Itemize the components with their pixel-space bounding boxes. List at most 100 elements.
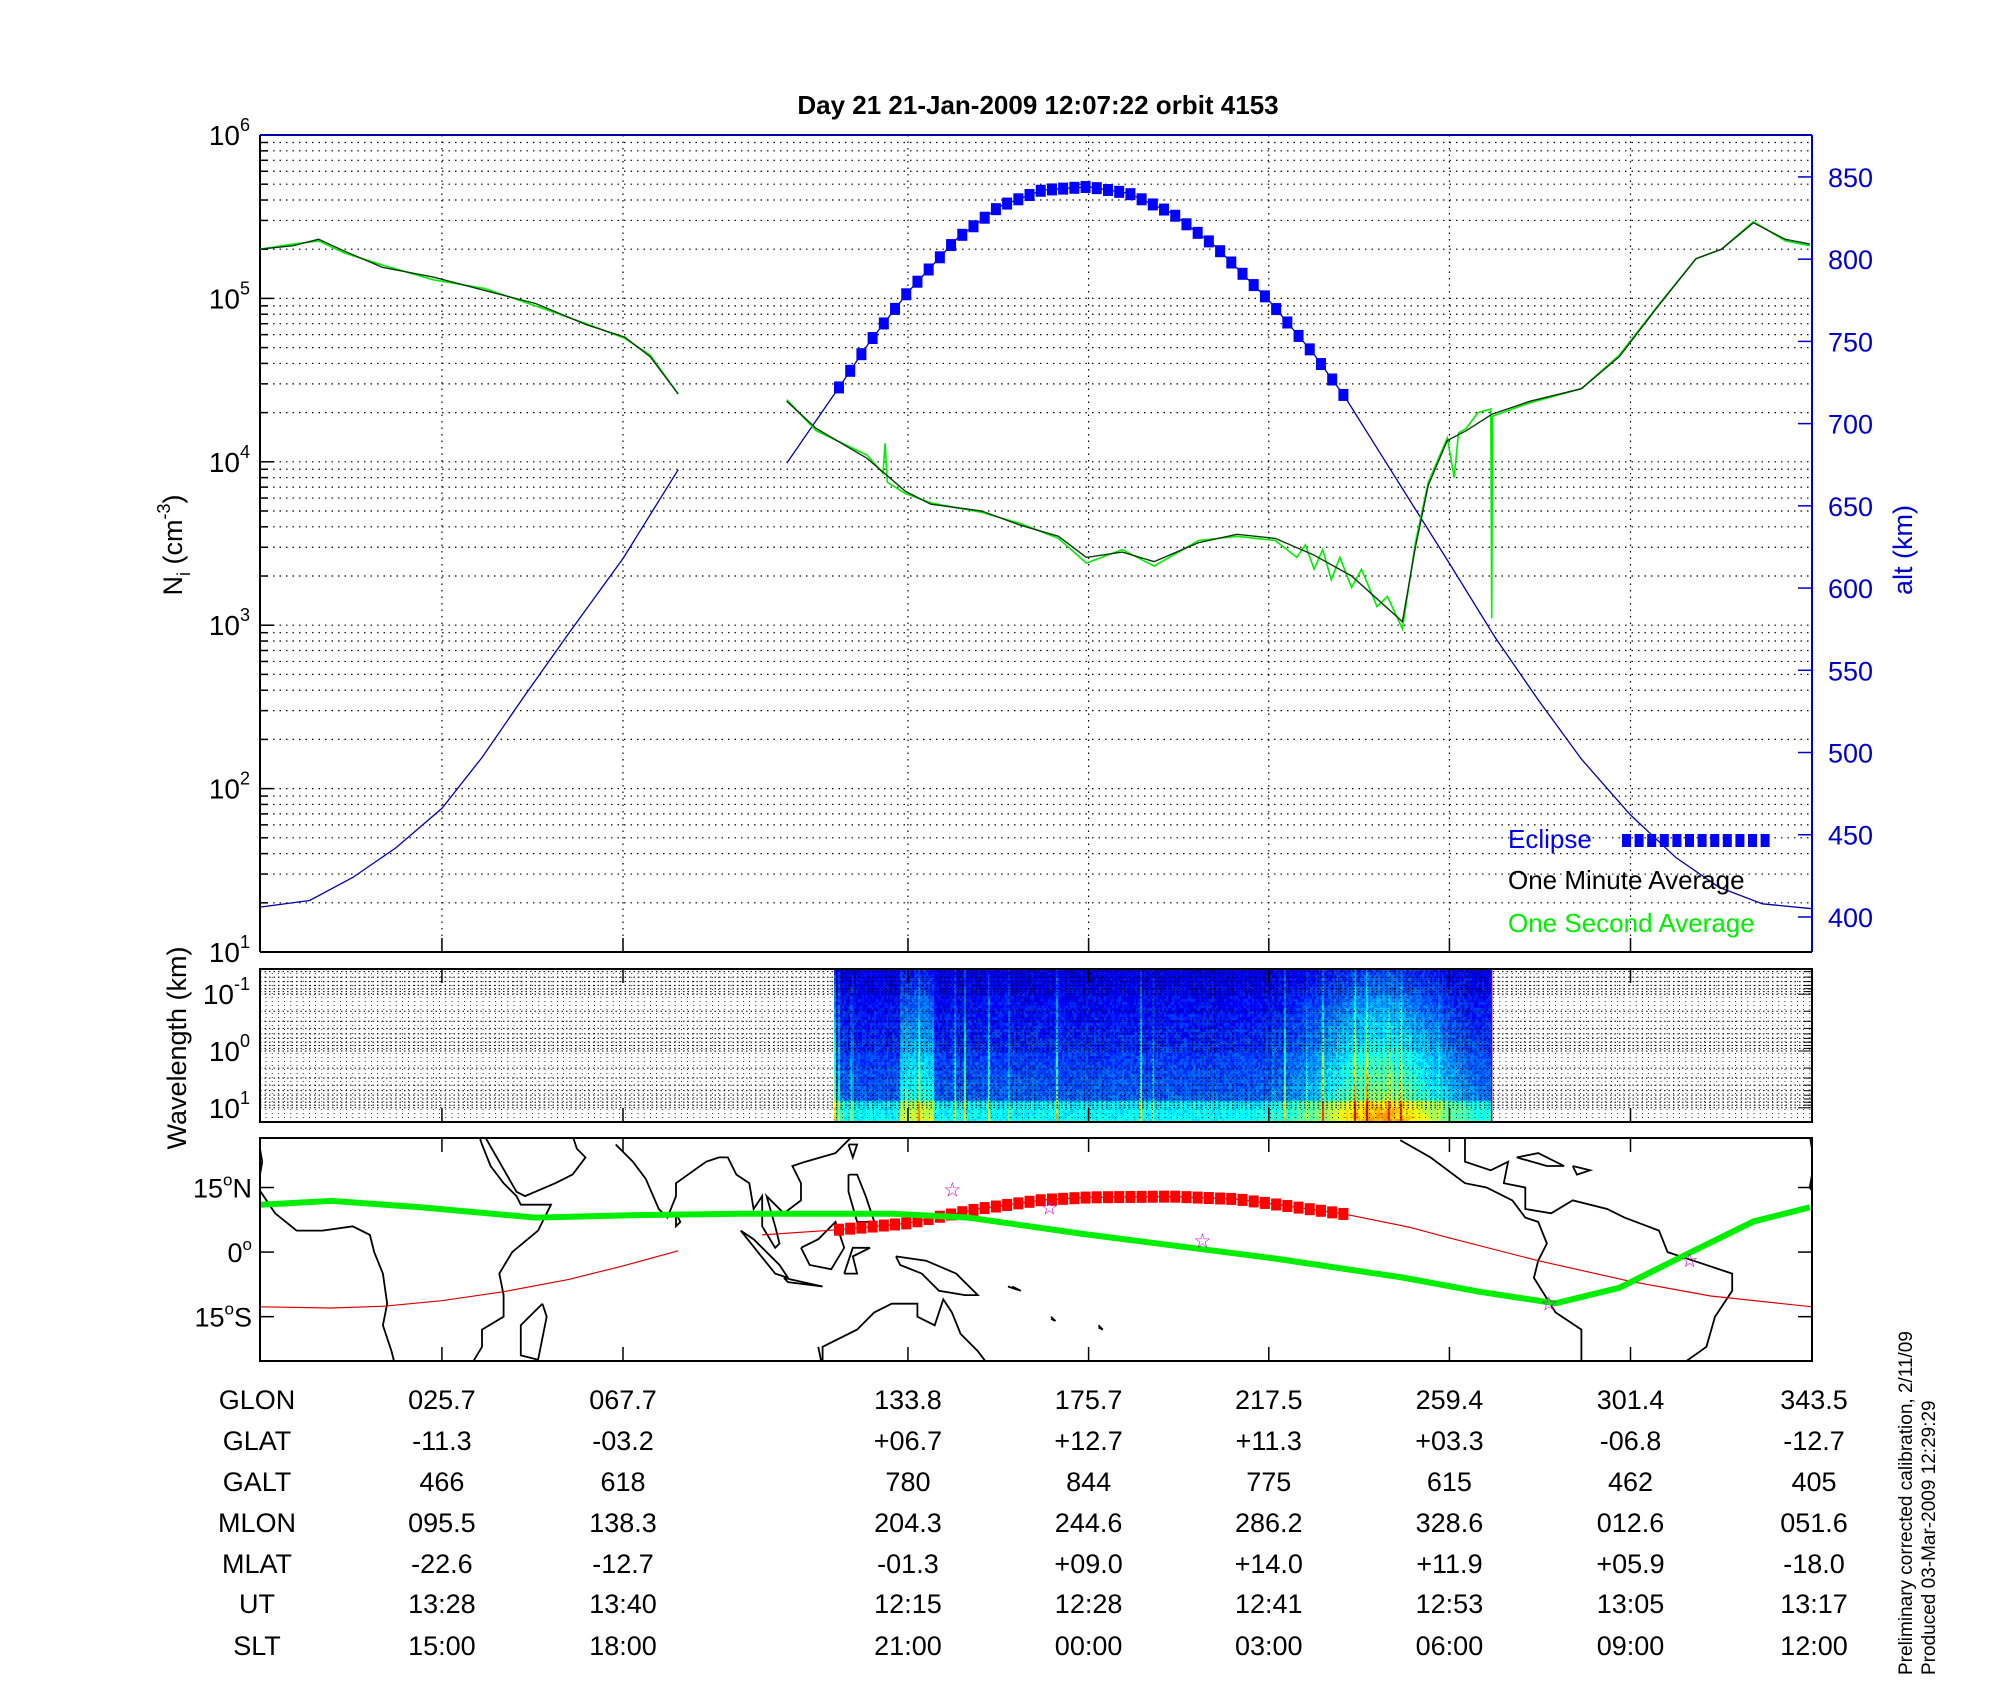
orbit-parameter-table: GLON 025.7 067.7 133.8 175.7 217.5 259.4 301.4 3…: [218, 1385, 1848, 1661]
coastline: [1097, 1324, 1104, 1331]
y2-tick-label: 700: [1828, 410, 1873, 440]
eclipse-marker: [1080, 181, 1091, 194]
table-cell: 012.6: [1597, 1508, 1665, 1538]
eclipse-marker: [1170, 209, 1181, 222]
one-minute-average-line: [259, 238, 679, 395]
y-tick-label: 101: [209, 932, 250, 968]
legend-eclipse-marker: [1748, 834, 1757, 847]
legend-eclipse-marker: [1647, 834, 1657, 847]
table-cell: 13:40: [589, 1589, 657, 1619]
table-cell: -11.3: [412, 1426, 472, 1456]
lat-value: 15: [193, 1174, 223, 1204]
eclipse-marker: [934, 251, 945, 264]
lat-value: 0: [228, 1238, 243, 1268]
altitude-line: [259, 469, 679, 908]
star-marker-icon: ☆: [1681, 1250, 1699, 1272]
coastline: [739, 1229, 791, 1280]
coastline: [1050, 1316, 1057, 1322]
table-cell: 00:00: [1055, 1631, 1123, 1661]
eclipse-track-marker: [1237, 1193, 1248, 1206]
y2-tick-label: 650: [1828, 492, 1873, 522]
table-cell: 21:00: [874, 1631, 942, 1661]
degree-sign: o: [243, 1235, 252, 1254]
table-cell: +12.7: [1054, 1426, 1122, 1456]
row-label-glat: GLAT: [223, 1426, 292, 1456]
eclipse-marker: [1226, 256, 1237, 269]
one-second-average-line: [259, 240, 679, 395]
lat-value: 15: [194, 1303, 224, 1333]
coastline: [817, 1297, 987, 1361]
eclipse-track-marker: [867, 1220, 878, 1233]
y2-tick-label: 800: [1828, 245, 1873, 275]
eclipse-marker: [1237, 267, 1248, 280]
eclipse-track-marker: [901, 1217, 912, 1230]
coastline: [1571, 1165, 1594, 1176]
table-cell: 286.2: [1235, 1508, 1303, 1538]
y2-tick-label: 850: [1828, 163, 1873, 193]
eclipse-marker: [1259, 290, 1270, 303]
y2-tick-label: 750: [1828, 327, 1873, 357]
eclipse-track-marker: [912, 1215, 923, 1228]
eclipse-marker: [901, 288, 912, 301]
eclipse-marker: [1002, 197, 1013, 210]
one-minute-average-line: [786, 221, 1810, 624]
tick-exponent: 1: [240, 1088, 250, 1108]
tick-base: 10: [209, 447, 240, 478]
degree-sign: o: [225, 1300, 234, 1319]
y2-tick-label: 400: [1828, 903, 1873, 933]
eclipse-track-marker: [1069, 1192, 1080, 1205]
eclipse-marker: [1271, 303, 1282, 316]
eclipse-track-marker: [1013, 1197, 1024, 1210]
eclipse-track-marker: [878, 1219, 889, 1232]
table-cell: -12.7: [1783, 1426, 1845, 1456]
eclipse-marker: [1327, 373, 1338, 386]
eclipse-track-marker: [1192, 1191, 1203, 1204]
tick-exponent: 2: [240, 769, 250, 789]
row-label-ut: UT: [239, 1589, 275, 1619]
degree-sign: o: [223, 1171, 232, 1190]
legend-eclipse-marker: [1697, 834, 1707, 847]
tick-exponent: 1: [240, 932, 250, 952]
table-cell: 09:00: [1597, 1631, 1665, 1661]
coastline: [1399, 1139, 1583, 1361]
table-cell: 12:53: [1416, 1589, 1484, 1619]
eclipse-marker: [1114, 185, 1125, 198]
map-y-tick-label: 15oS: [194, 1300, 252, 1333]
eclipse-track-marker: [1046, 1193, 1057, 1206]
eclipse-marker: [912, 275, 923, 288]
table-cell: -22.6: [411, 1549, 473, 1579]
one-second-average-line: [786, 220, 1810, 632]
legend-second-label: One Second Average: [1508, 908, 1755, 938]
star-marker-icon: ☆: [943, 1180, 961, 1202]
coastline: [1007, 1285, 1022, 1292]
row-label-galt: GALT: [223, 1467, 292, 1497]
y-axis-label: Ni (cm-3): [154, 495, 194, 596]
eclipse-marker: [833, 381, 844, 394]
y-tick-label: 104: [209, 442, 250, 478]
y2-tick-label: 450: [1828, 821, 1873, 851]
table-cell: 217.5: [1235, 1385, 1303, 1415]
table-cell: 06:00: [1416, 1631, 1484, 1661]
eclipse-marker: [856, 348, 867, 361]
eclipse-track-marker: [1315, 1204, 1326, 1217]
table-cell: 466: [419, 1467, 464, 1497]
table-cell: 13:05: [1597, 1589, 1665, 1619]
legend-eclipse-marker: [1634, 834, 1644, 847]
satellite-ground-track: [260, 1250, 679, 1309]
table-cell: 244.6: [1055, 1508, 1123, 1538]
eclipse-marker: [1338, 388, 1349, 401]
eclipse-marker: [1282, 316, 1293, 329]
eclipse-track-marker: [1203, 1192, 1214, 1205]
eclipse-track-marker: [1159, 1190, 1170, 1203]
tick-base: 10: [209, 774, 240, 805]
star-marker-icon: ☆: [1193, 1230, 1211, 1252]
spec-y-tick-label: 10-1: [203, 974, 250, 1010]
table-cell: 259.4: [1416, 1385, 1484, 1415]
eclipse-marker: [923, 263, 934, 276]
eclipse-track-marker: [1091, 1191, 1102, 1204]
y-tick-label: 102: [209, 769, 250, 805]
table-cell: 12:00: [1780, 1631, 1848, 1661]
tick-base: 10: [209, 1093, 240, 1124]
coastline: [675, 1212, 682, 1229]
map-y-tick-label: 15oN: [193, 1171, 252, 1204]
